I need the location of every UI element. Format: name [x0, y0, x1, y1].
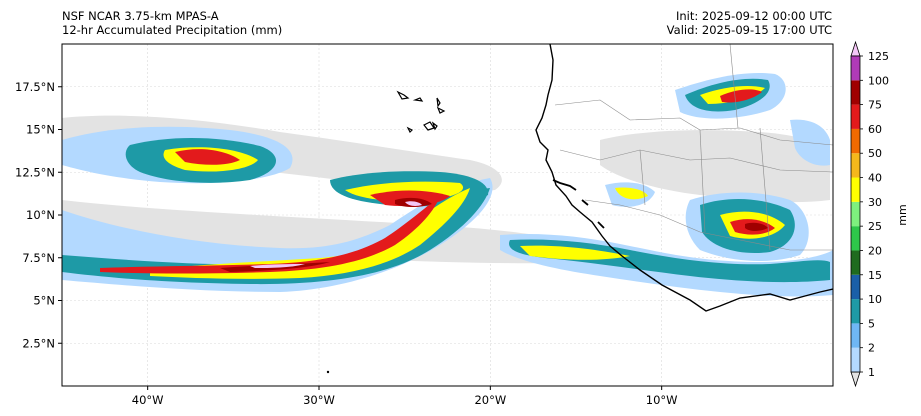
colorbar-segment [851, 153, 860, 178]
colorbar-tick-label: 100 [868, 74, 889, 87]
y-tick-label: 10°N [26, 208, 55, 222]
colorbar-tick-label: 2 [868, 342, 875, 355]
y-tick-label: 12.5°N [15, 165, 55, 179]
colorbar-tick-label: 40 [868, 172, 882, 185]
colorbar-tick-label: 5 [868, 317, 875, 330]
colorbar-tick-label: 60 [868, 123, 882, 136]
colorbar-segment [851, 274, 860, 300]
y-tick-label: 5°N [33, 294, 55, 308]
precipitation-field [62, 72, 833, 297]
field-title: 12-hr Accumulated Precipitation (mm) [62, 23, 283, 37]
coastline [326, 44, 833, 374]
island-dot [326, 370, 330, 374]
x-tick-label: 40°W [132, 393, 164, 407]
y-tick-label: 7.5°N [22, 251, 55, 265]
colorbar-extend-max [850, 40, 861, 57]
colorbar-segment [851, 80, 860, 105]
colorbar-segment [851, 299, 860, 324]
colorbar-tick-label: 25 [868, 220, 882, 233]
colorbar-segment [851, 128, 860, 154]
model-title: NSF NCAR 3.75-km MPAS-A [62, 9, 219, 23]
africa-coast [535, 44, 833, 312]
y-tick-label: 17.5°N [15, 80, 55, 94]
colorbar-unit-label: mm [896, 204, 909, 225]
colorbar-extend-min [850, 371, 861, 388]
colorbar-segment [851, 56, 860, 81]
init-time: Init: 2025-09-12 00:00 UTC [676, 9, 832, 23]
colorbar-tick-label: 10 [868, 293, 882, 306]
colorbar-tick-label: 1 [868, 366, 875, 379]
colorbar-frame [850, 55, 861, 373]
colorbar-tick-label: 75 [868, 99, 882, 112]
colorbar-tick-label: 30 [868, 196, 882, 209]
x-axis-ticks: 40°W 30°W 20°W 10°W [132, 386, 678, 407]
colorbar-segment [851, 347, 860, 372]
colorbar-segment [851, 177, 860, 202]
y-tick-label: 2.5°N [22, 336, 55, 350]
valid-time: Valid: 2025-09-15 17:00 UTC [666, 23, 832, 37]
colorbar-segment [851, 104, 860, 129]
x-tick-label: 10°W [646, 393, 678, 407]
colorbar-tick-label: 50 [868, 147, 882, 160]
x-tick-label: 20°W [474, 393, 506, 407]
colorbar-segment [851, 226, 860, 251]
colorbar-tick-label: 20 [868, 244, 882, 257]
x-tick-label: 30°W [303, 393, 335, 407]
colorbar-segment [851, 323, 860, 348]
y-tick-label: 15°N [26, 123, 55, 137]
colorbar-tick-label: 125 [868, 50, 889, 63]
y-axis-ticks: 17.5°N 15°N 12.5°N 10°N 7.5°N 5°N 2.5°N [15, 80, 62, 350]
colorbar-tick-label: 15 [868, 269, 882, 282]
colorbar-segment [851, 201, 860, 227]
colorbar-segment [851, 250, 860, 275]
